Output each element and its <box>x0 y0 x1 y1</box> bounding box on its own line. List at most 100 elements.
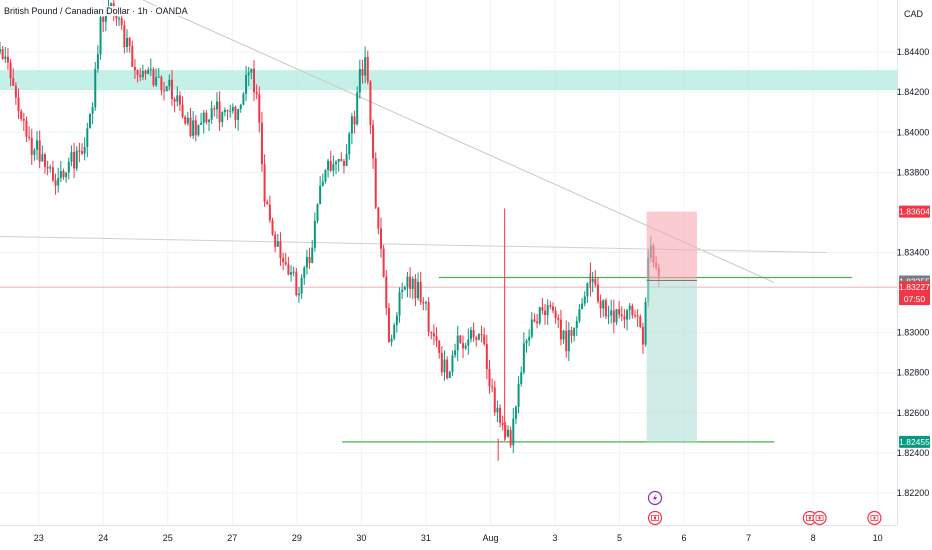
price-axis[interactable]: 1.84400 1.84200 1.84000 1.83800 1.83400 1.830… <box>897 0 930 525</box>
candle-body <box>14 85 17 98</box>
candle-body <box>33 149 36 155</box>
candle-body <box>456 335 459 351</box>
candle-body <box>340 159 343 162</box>
candle-body <box>353 116 356 125</box>
candle-body <box>329 160 332 171</box>
candle-body <box>141 70 144 77</box>
candle-body <box>464 345 467 349</box>
price-tick-label: 1.84200 <box>897 87 930 97</box>
candle-body <box>170 79 173 100</box>
candle-body <box>194 120 197 136</box>
countdown-text: 07:50 <box>904 294 926 304</box>
candle-body <box>342 161 345 166</box>
candle-body <box>12 78 15 86</box>
candle-body <box>287 264 290 275</box>
candle-body <box>419 281 422 302</box>
candle-body <box>59 171 62 179</box>
candle-body <box>223 110 226 113</box>
candle-body <box>186 117 189 124</box>
candle-body <box>250 68 253 73</box>
candle-body <box>451 355 454 372</box>
price-tick-label: 1.84000 <box>897 127 930 137</box>
candle-body <box>210 108 213 120</box>
candle-body <box>202 112 205 123</box>
candle-body <box>73 152 76 169</box>
candle-body <box>448 371 451 378</box>
candle-body <box>163 90 166 92</box>
candle-body <box>276 241 279 247</box>
candle-body <box>290 272 293 275</box>
candle-body <box>446 359 449 378</box>
take-profit-zone[interactable] <box>646 280 697 442</box>
candle-body <box>75 150 78 169</box>
candle-body <box>115 14 118 19</box>
candle-body <box>9 62 12 79</box>
short-position-tool[interactable] <box>646 211 697 442</box>
price-label-badge <box>899 281 930 306</box>
flag-center <box>808 516 811 520</box>
candle-body <box>192 120 195 136</box>
candle-body <box>440 352 443 373</box>
time-tick-label: 8 <box>811 533 816 543</box>
candle-body <box>62 171 65 178</box>
candle-body <box>554 310 557 319</box>
candle-body <box>485 344 488 370</box>
time-tick-label: 10 <box>873 533 883 543</box>
candle-body <box>231 106 234 112</box>
candle-body <box>364 57 367 76</box>
candle-body <box>581 303 584 310</box>
candle-body <box>152 69 155 86</box>
candle-body <box>472 329 475 338</box>
price-tick-label: 1.83000 <box>897 328 930 338</box>
time-tick-label: 29 <box>292 533 302 543</box>
candle-body <box>297 293 300 296</box>
candle-body <box>78 150 81 152</box>
candle-body <box>379 228 382 249</box>
candle-body <box>133 66 136 71</box>
candle-body <box>305 257 308 268</box>
candle-body <box>181 104 184 117</box>
candle-body <box>348 133 351 155</box>
candle-body <box>41 154 44 162</box>
time-tick-label: 7 <box>746 533 751 543</box>
time-axis[interactable]: 23 24 25 27 29 30 31 Aug 3 5 6 7 8 10 <box>0 525 897 544</box>
candle-body <box>215 101 218 110</box>
candle-body <box>506 429 509 437</box>
flag-center <box>873 516 876 520</box>
candle-body <box>432 333 435 337</box>
price-tick-label: 1.84400 <box>897 47 930 57</box>
candle-body <box>22 118 25 121</box>
candle-body <box>610 310 613 316</box>
candle-body <box>104 15 107 22</box>
candle-body <box>245 75 248 94</box>
candle-body <box>279 241 282 258</box>
symbol-title[interactable]: British Pound / Canadian Dollar · 1h · O… <box>4 6 188 16</box>
candle-body <box>475 337 478 340</box>
event-icons[interactable] <box>647 490 882 526</box>
candle-body <box>237 109 240 120</box>
candle-body <box>94 68 97 108</box>
candle-body <box>377 207 380 229</box>
candle-body <box>46 166 49 169</box>
candle-body <box>366 57 369 82</box>
candle-body <box>480 334 483 336</box>
candle-body <box>567 330 570 352</box>
candle-body <box>411 278 414 289</box>
candle-body <box>430 331 433 334</box>
candle-body <box>575 320 578 328</box>
candle-body <box>409 276 412 289</box>
candle-body <box>422 301 425 304</box>
candle-body <box>292 271 295 273</box>
supply-zone[interactable] <box>0 70 897 91</box>
price-tick-label: 1.83800 <box>897 167 930 177</box>
candle-body <box>157 76 160 78</box>
candle-body <box>311 247 314 263</box>
time-tick-label: 24 <box>98 533 108 543</box>
candle-body <box>200 122 203 125</box>
candle-body <box>594 278 597 285</box>
candle-body <box>83 146 86 154</box>
stop-loss-zone[interactable] <box>646 211 697 281</box>
candle-body <box>493 387 496 413</box>
candle-body <box>541 307 544 311</box>
